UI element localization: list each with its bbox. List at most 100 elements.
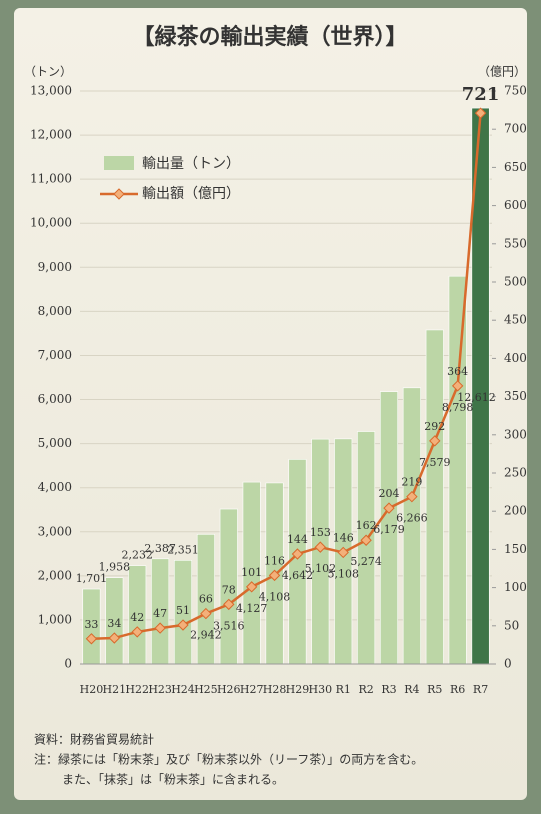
x-tick-label: H21 xyxy=(103,683,127,696)
bar-value-label: 1,701 xyxy=(76,572,108,585)
line-value-label: 66 xyxy=(199,593,213,606)
bar-value-label: 1,958 xyxy=(99,561,131,574)
line-marker xyxy=(383,502,395,514)
line-marker xyxy=(337,546,349,559)
legend-label: 輸出量（トン） xyxy=(142,156,240,172)
line-value-label: 42 xyxy=(130,611,144,624)
y2-tick-label: 550 xyxy=(504,236,527,250)
y2-tick-label: 150 xyxy=(504,542,527,556)
bar-value-label: 2,351 xyxy=(167,543,199,556)
y-tick-label: 13,000 xyxy=(30,84,72,98)
x-tick-label: H23 xyxy=(148,683,172,696)
bar-value-label: 2,942 xyxy=(190,629,222,642)
y2-tick-label: 50 xyxy=(504,618,519,632)
line-value-label: 162 xyxy=(356,519,377,532)
y2-tick-label: 600 xyxy=(504,198,527,212)
y2-tick-label: 0 xyxy=(504,657,512,671)
y2-tick-label: 200 xyxy=(504,504,527,518)
line-value-label: 146 xyxy=(333,531,354,544)
y2-tick-label: 450 xyxy=(504,313,527,327)
y-tick-label: 8,000 xyxy=(38,304,72,318)
y-tick-label: 11,000 xyxy=(30,172,72,186)
bar-value-label: 4,642 xyxy=(282,569,314,582)
bar-value-label: 6,179 xyxy=(373,523,405,536)
line-value-label: 144 xyxy=(287,533,308,546)
line-marker xyxy=(406,490,418,503)
y2-tick-label: 500 xyxy=(504,275,527,289)
line-value-label: 78 xyxy=(222,583,236,596)
source-note: 資料：財務省貿易統計 xyxy=(34,732,154,747)
y-tick-label: 9,000 xyxy=(38,260,72,274)
line-marker xyxy=(291,548,304,560)
x-tick-label: R7 xyxy=(473,683,488,696)
line-marker xyxy=(314,541,327,553)
bar xyxy=(288,459,307,665)
y-tick-label: 2,000 xyxy=(38,568,72,582)
bar xyxy=(425,329,444,665)
x-tick-label: R2 xyxy=(358,683,373,696)
x-tick-label: R1 xyxy=(336,683,351,696)
line-value-label: 219 xyxy=(401,476,422,489)
y2-tick-label: 100 xyxy=(504,580,527,594)
x-tick-label: R6 xyxy=(450,683,465,696)
bar-value-label: 12,612 xyxy=(457,391,496,404)
x-tick-label: R4 xyxy=(404,683,419,696)
x-tick-label: H26 xyxy=(217,683,241,696)
line-value-label: 153 xyxy=(310,526,331,539)
note: また、「抹茶」は「粉末茶」に含まれる。 xyxy=(62,772,284,787)
y-tick-label: 7,000 xyxy=(38,348,72,362)
chart-title: 【緑茶の輸出実績（世界）】 xyxy=(132,24,407,50)
line-marker xyxy=(451,380,464,392)
line-marker xyxy=(85,633,98,645)
x-tick-label: H24 xyxy=(171,683,195,696)
x-tick-label: H25 xyxy=(194,683,218,696)
line-value-label: 51 xyxy=(176,604,190,617)
note: 注：緑茶には「粉末茶」及び「粉末茶以外（リーフ茶）」の両方を含む。 xyxy=(34,752,423,767)
line-marker xyxy=(474,107,487,119)
line-marker xyxy=(268,569,281,582)
y2-axis-label: （億円） xyxy=(478,65,526,79)
line-value-label: 47 xyxy=(153,607,167,620)
line-marker xyxy=(177,619,189,631)
y2-tick-label: 700 xyxy=(504,122,527,136)
bar-value-label: 5,108 xyxy=(327,567,359,580)
line-marker xyxy=(429,435,441,447)
line-value-label: 34 xyxy=(107,617,121,630)
legend-swatch xyxy=(104,156,134,170)
x-tick-label: R5 xyxy=(427,683,442,696)
x-tick-label: H20 xyxy=(80,683,104,696)
line-marker xyxy=(108,632,121,644)
y2-tick-label: 650 xyxy=(504,160,527,174)
line-marker xyxy=(200,607,212,620)
bar-value-label: 3,516 xyxy=(213,619,245,632)
legend-marker xyxy=(113,188,125,200)
line-marker xyxy=(131,626,143,638)
y2-tick-label: 350 xyxy=(504,389,527,403)
bar xyxy=(448,275,467,665)
line-marker xyxy=(223,598,235,611)
bar xyxy=(357,431,376,665)
bar-value-label: 8,798 xyxy=(442,401,474,414)
x-tick-label: H30 xyxy=(309,683,333,696)
line-marker xyxy=(245,581,258,593)
line-value-label: 721 xyxy=(462,84,500,105)
y-tick-label: 3,000 xyxy=(38,524,72,538)
y2-tick-label: 250 xyxy=(504,466,527,480)
bar xyxy=(402,387,421,665)
y-tick-label: 10,000 xyxy=(30,216,72,230)
line-marker xyxy=(154,622,166,634)
bar-value-label: 6,266 xyxy=(396,512,428,525)
line-value-label: 364 xyxy=(447,365,468,378)
y-tick-label: 12,000 xyxy=(30,128,72,142)
x-tick-label: H27 xyxy=(240,683,264,696)
y2-tick-label: 400 xyxy=(504,351,527,365)
bar-value-label: 2,232 xyxy=(121,549,153,562)
x-tick-label: R3 xyxy=(381,683,396,696)
legend-label: 輸出額（億円） xyxy=(142,186,240,202)
x-tick-label: H28 xyxy=(263,683,287,696)
y-tick-label: 1,000 xyxy=(38,612,72,626)
y2-tick-label: 750 xyxy=(504,84,527,98)
y-tick-label: 0 xyxy=(64,657,72,671)
line-value-label: 33 xyxy=(84,618,98,631)
